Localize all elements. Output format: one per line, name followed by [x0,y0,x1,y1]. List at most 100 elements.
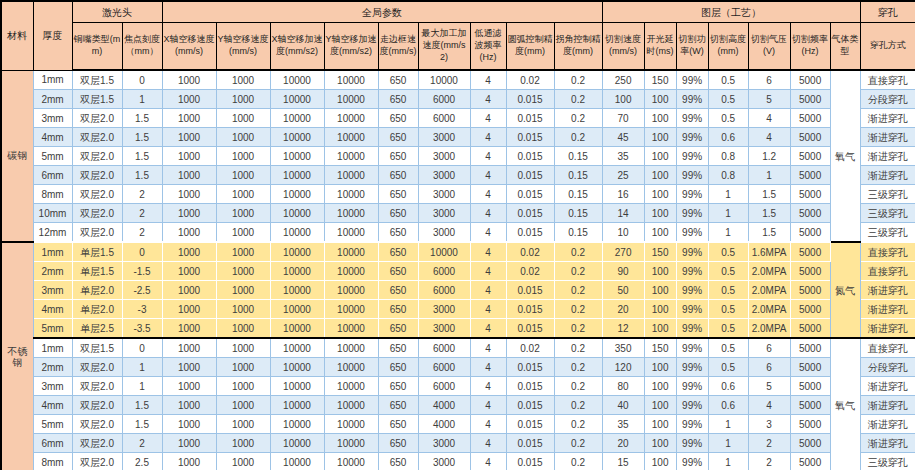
cell-y-idle-accel[interactable]: 10000 [324,319,378,339]
cell-laser-on-delay[interactable]: 100 [644,185,676,204]
cell-thickness[interactable]: 6mm [33,434,72,453]
cell-corner-precision[interactable]: 0.2 [554,358,602,377]
cell-focus-scale[interactable]: 2 [122,185,162,204]
cell-cut-speed[interactable]: 270 [602,242,644,262]
cell-arc-precision[interactable]: 0.015 [506,204,554,223]
cell-laser-on-delay[interactable]: 100 [644,396,676,415]
cell-frame-speed[interactable]: 650 [378,109,418,128]
cell-corner-precision[interactable]: 0.2 [554,262,602,281]
cell-cut-power[interactable]: 99% [676,396,708,415]
cell-thickness[interactable]: 4mm [33,396,72,415]
cell-laser-on-delay[interactable]: 100 [644,223,676,243]
cell-arc-precision[interactable]: 0.015 [506,109,554,128]
cell-laser-on-delay[interactable]: 100 [644,434,676,453]
header-group-layer-process[interactable]: 图层（工艺） [602,1,860,23]
cell-cut-speed[interactable]: 350 [602,338,644,358]
cell-y-idle-accel[interactable]: 10000 [324,434,378,453]
cell-cut-pressure[interactable]: 4 [748,128,790,147]
cell-y-idle-accel[interactable]: 10000 [324,185,378,204]
cell-y-idle-speed[interactable]: 1000 [216,415,270,434]
cell-low-pass-freq[interactable]: 4 [470,70,506,90]
cell-cut-height[interactable]: 0.6 [708,128,748,147]
cell-cut-power[interactable]: 99% [676,358,708,377]
cell-y-idle-speed[interactable]: 1000 [216,338,270,358]
header-low-pass-freq[interactable]: 低通滤波频率(Hz) [470,23,506,71]
cell-y-idle-accel[interactable]: 10000 [324,242,378,262]
cell-frame-speed[interactable]: 650 [378,377,418,396]
cell-cut-freq[interactable]: 5000 [790,128,830,147]
cell-nozzle-type[interactable]: 双层2.0 [72,358,122,377]
cell-y-idle-speed[interactable]: 1000 [216,70,270,90]
cell-laser-on-delay[interactable]: 100 [644,90,676,109]
cell-cut-pressure[interactable]: 1.6MPA [748,242,790,262]
cell-x-idle-speed[interactable]: 1000 [162,319,216,339]
cell-frame-speed[interactable]: 650 [378,281,418,300]
cell-x-idle-accel[interactable]: 10000 [270,90,324,109]
cell-arc-precision[interactable]: 0.015 [506,453,554,470]
cell-frame-speed[interactable]: 650 [378,415,418,434]
cell-y-idle-accel[interactable]: 10000 [324,281,378,300]
cell-cut-power[interactable]: 99% [676,453,708,470]
cell-cut-power[interactable]: 99% [676,434,708,453]
cell-corner-precision[interactable]: 0.15 [554,204,602,223]
cell-cut-pressure[interactable]: 5 [748,90,790,109]
cell-cut-speed[interactable]: 45 [602,128,644,147]
cell-nozzle-type[interactable]: 双层1.5 [72,338,122,358]
cell-pierce-mode[interactable]: 渐进穿孔 [860,281,915,300]
cell-nozzle-type[interactable]: 单层2.0 [72,300,122,319]
cell-arc-precision[interactable]: 0.015 [506,396,554,415]
cell-cut-power[interactable]: 99% [676,128,708,147]
cell-low-pass-freq[interactable]: 4 [470,109,506,128]
header-frame-speed[interactable]: 走边框速度(mm/s) [378,23,418,71]
cell-focus-scale[interactable]: 1.5 [122,415,162,434]
cell-nozzle-type[interactable]: 双层1.5 [72,90,122,109]
cell-y-idle-accel[interactable]: 10000 [324,300,378,319]
cell-cut-pressure[interactable]: 1.2 [748,147,790,166]
cell-y-idle-speed[interactable]: 1000 [216,396,270,415]
cell-y-idle-speed[interactable]: 1000 [216,262,270,281]
cell-x-idle-accel[interactable]: 10000 [270,338,324,358]
cell-focus-scale[interactable]: -3 [122,300,162,319]
cell-laser-on-delay[interactable]: 100 [644,204,676,223]
cell-pierce-mode[interactable]: 渐进穿孔 [860,415,915,434]
cell-arc-precision[interactable]: 0.02 [506,262,554,281]
cell-low-pass-freq[interactable]: 4 [470,242,506,262]
cell-cut-freq[interactable]: 5000 [790,434,830,453]
header-pierce-mode[interactable]: 穿孔方式 [860,23,915,71]
cell-cut-speed[interactable]: 16 [602,185,644,204]
cell-pierce-mode[interactable]: 渐进穿孔 [860,109,915,128]
cell-nozzle-type[interactable]: 单层2.5 [72,319,122,339]
cell-x-idle-speed[interactable]: 1000 [162,109,216,128]
cell-y-idle-speed[interactable]: 1000 [216,90,270,109]
cell-cut-height[interactable]: 0.6 [708,377,748,396]
cell-nozzle-type[interactable]: 单层1.5 [72,262,122,281]
cell-cut-freq[interactable]: 5000 [790,396,830,415]
cell-thickness[interactable]: 3mm [33,281,72,300]
cell-cut-pressure[interactable]: 2.0MPA [748,319,790,339]
cell-cut-height[interactable]: 0.6 [708,396,748,415]
cell-cut-power[interactable]: 99% [676,204,708,223]
cell-cut-freq[interactable]: 5000 [790,242,830,262]
cell-low-pass-freq[interactable]: 4 [470,185,506,204]
cell-low-pass-freq[interactable]: 4 [470,396,506,415]
cell-max-work-accel[interactable]: 3000 [418,223,470,243]
cell-cut-speed[interactable]: 50 [602,281,644,300]
cell-cut-power[interactable]: 99% [676,70,708,90]
header-gas-type[interactable]: 气体类型 [830,23,860,71]
cell-pierce-mode[interactable]: 渐进穿孔 [860,300,915,319]
cell-max-work-accel[interactable]: 6000 [418,281,470,300]
cell-corner-precision[interactable]: 0.2 [554,109,602,128]
cell-thickness[interactable]: 2mm [33,262,72,281]
cell-cut-freq[interactable]: 5000 [790,453,830,470]
cell-thickness[interactable]: 5mm [33,147,72,166]
cell-y-idle-speed[interactable]: 1000 [216,109,270,128]
cell-corner-precision[interactable]: 0.2 [554,90,602,109]
cell-pierce-mode[interactable]: 直接穿孔 [860,262,915,281]
cell-x-idle-accel[interactable]: 10000 [270,166,324,185]
cell-cut-pressure[interactable]: 2.0MPA [748,300,790,319]
cell-cut-speed[interactable]: 90 [602,262,644,281]
cell-thickness[interactable]: 2mm [33,358,72,377]
cell-laser-on-delay[interactable]: 100 [644,300,676,319]
cell-corner-precision[interactable]: 0.2 [554,319,602,339]
cell-low-pass-freq[interactable]: 4 [470,166,506,185]
